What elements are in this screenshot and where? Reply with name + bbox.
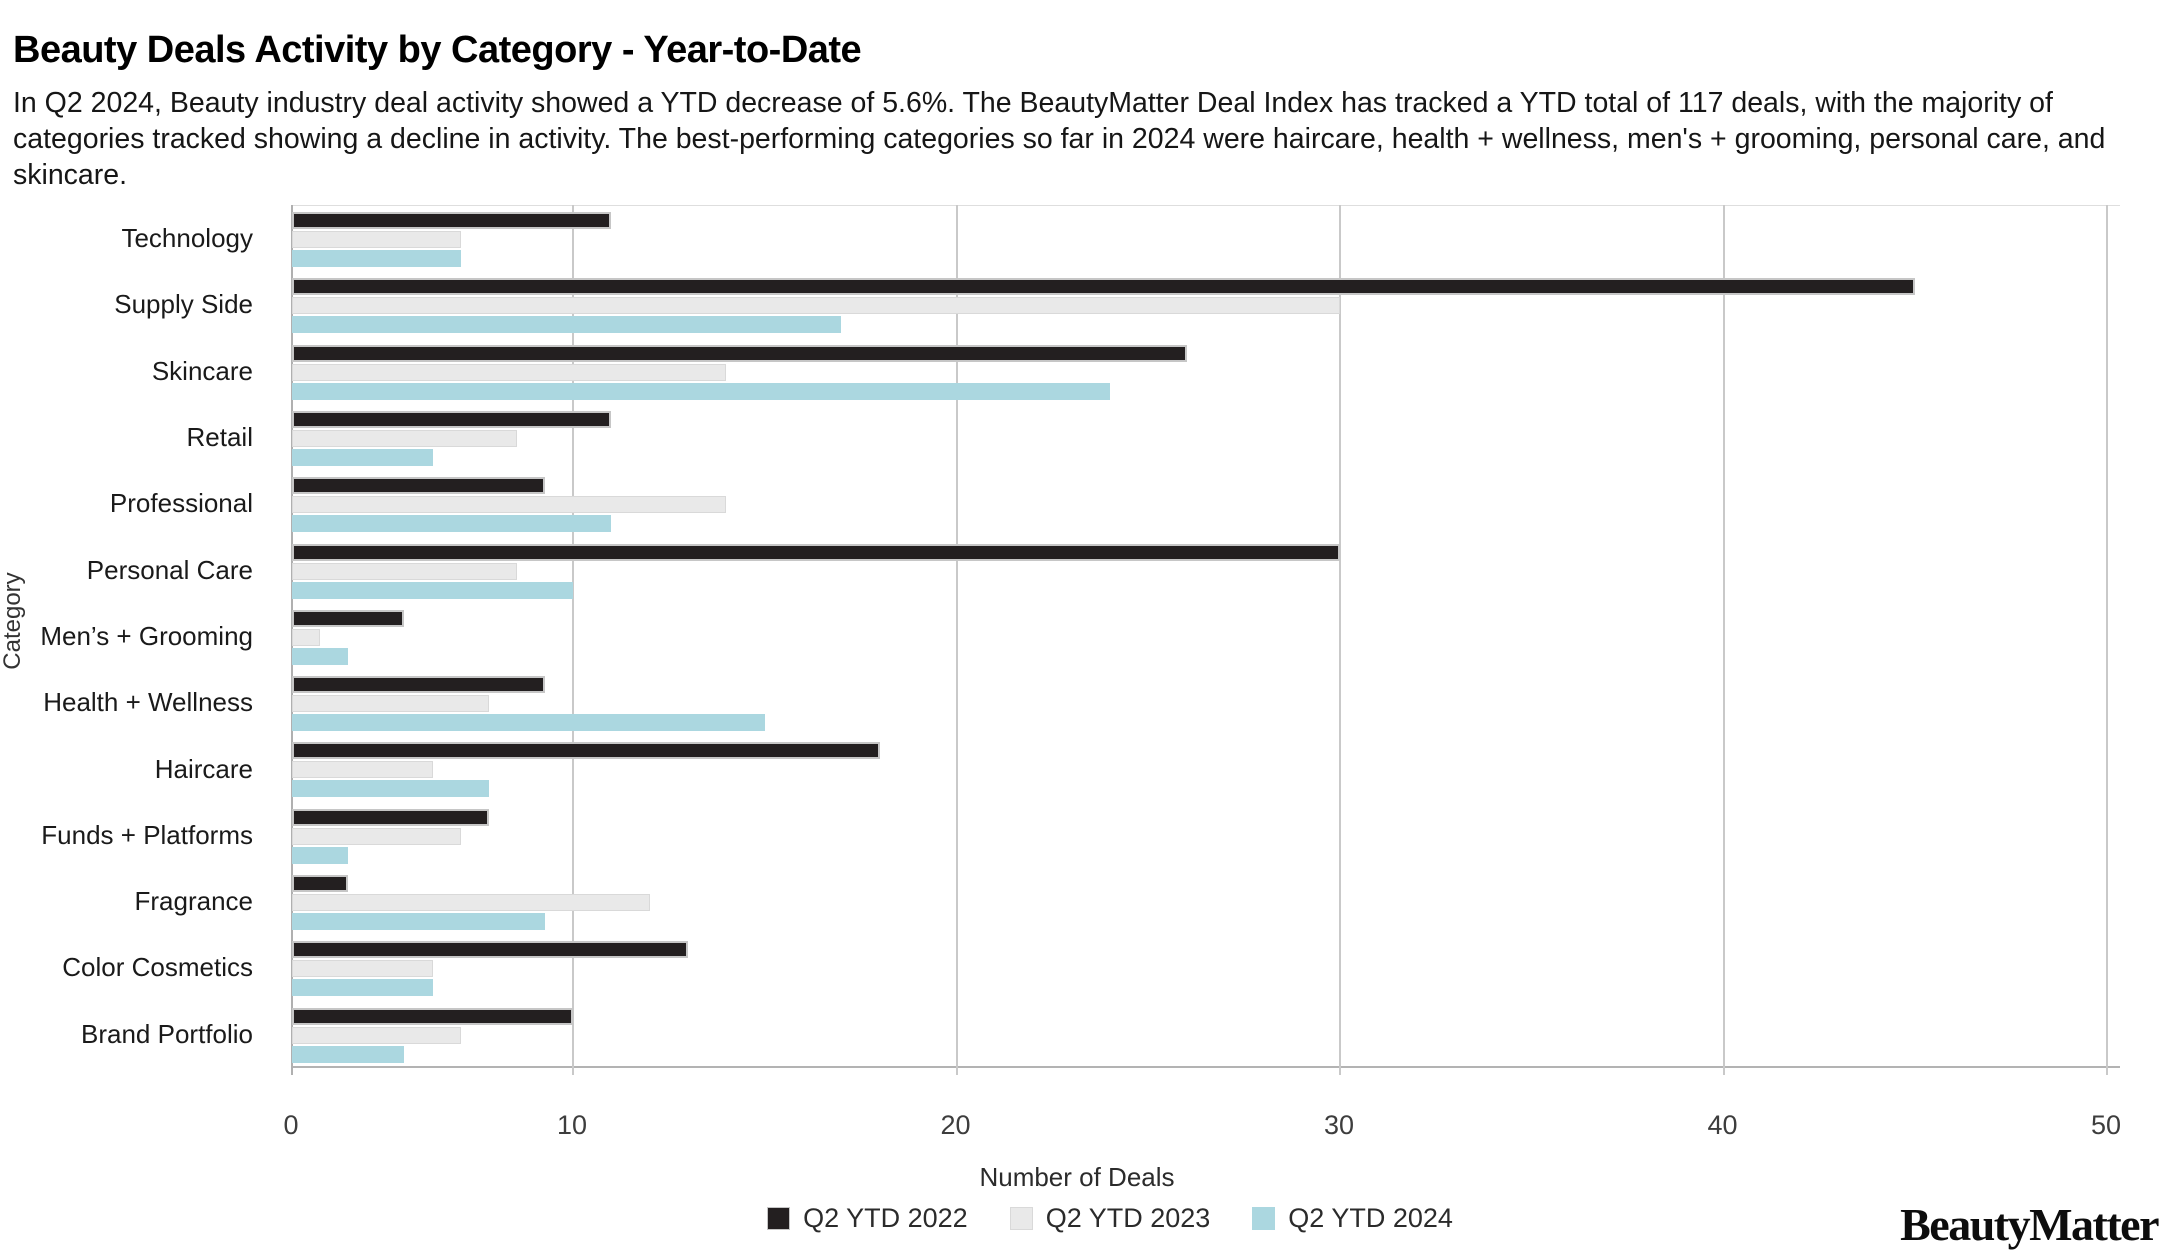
bar-q2-ytd-2024 [292,515,612,533]
category-label: Supply Side [114,289,253,320]
bar-q2-ytd-2023 [292,827,461,845]
legend-swatch [1009,1207,1033,1230]
bar-q2-ytd-2022 [292,212,612,229]
legend: Q2 YTD 2022 Q2 YTD 2023 Q2 YTD 2024 [0,1203,2166,1234]
bar-q2-ytd-2024 [292,846,349,864]
bar-q2-ytd-2022 [292,742,880,760]
legend-label: Q2 YTD 2023 [1045,1203,1211,1233]
legend-swatch [1252,1207,1276,1230]
bar-q2-ytd-2022 [292,278,1916,296]
bar-q2-ytd-2024 [292,581,573,599]
legend-item: Q2 YTD 2022 [767,1203,968,1234]
gridline-20 [955,205,958,1075]
x-tick-label: 10 [556,1110,588,1140]
category-label: Personal Care [86,554,253,585]
x-tick-label: 30 [1323,1110,1355,1140]
bar-q2-ytd-2024 [292,316,842,334]
category-label: Fragrance [134,886,254,917]
bar-q2-ytd-2022 [292,609,405,627]
category-label: Men’s + Grooming [40,620,253,651]
bar-q2-ytd-2023 [292,894,650,911]
x-tick-label: 50 [2090,1110,2122,1140]
bar-q2-ytd-2023 [292,363,727,381]
legend-label: Q2 YTD 2024 [1288,1203,1453,1233]
beautymatter-logo: BeautyMatter [1900,1199,2159,1250]
x-axis-title: Number of Deals [979,1162,1175,1192]
bar-q2-ytd-2024 [292,913,545,930]
y-axis-title: Category [0,572,26,670]
bar-q2-ytd-2023 [292,761,433,779]
category-label: Brand Portfolio [81,1018,253,1049]
bar-q2-ytd-2023 [292,429,517,447]
gridline-50 [2106,205,2108,1075]
legend-swatch [767,1207,791,1230]
bar-q2-ytd-2022 [292,875,349,892]
bar-q2-ytd-2023 [292,231,461,248]
category-label: Skincare [151,355,253,386]
gridline-40 [1722,205,1725,1075]
bar-q2-ytd-2022 [292,808,489,826]
bar-q2-ytd-2023 [292,695,489,713]
bar-q2-ytd-2023 [292,960,433,978]
bar-q2-ytd-2022 [292,344,1187,362]
x-tick-label: 0 [283,1110,299,1140]
x-tick-label: 20 [940,1110,971,1140]
category-label: Health + Wellness [43,687,253,718]
category-label: Color Cosmetics [62,952,253,983]
bar-q2-ytd-2023 [292,297,1340,315]
category-label: Retail [186,422,253,453]
x-axis-line [291,1066,2120,1068]
plot-top-border [291,205,2120,206]
page-subtitle: In Q2 2024, Beauty industry deal activit… [13,86,2106,191]
page-title: Beauty Deals Activity by Category - Year… [13,29,862,72]
bar-q2-ytd-2024 [292,382,1110,400]
gridline-30 [1339,205,1341,1075]
category-label: Haircare [154,753,253,784]
legend-item: Q2 YTD 2023 [1009,1203,1211,1234]
bar-q2-ytd-2023 [292,1026,461,1044]
bar-q2-ytd-2022 [292,410,612,428]
bar-q2-ytd-2024 [292,647,349,665]
bar-q2-ytd-2024 [292,448,433,466]
bar-q2-ytd-2022 [292,676,545,694]
category-label: Professional [109,488,253,519]
bar-q2-ytd-2024 [292,714,765,732]
legend-label: Q2 YTD 2022 [803,1203,968,1233]
category-label: Technology [121,223,253,254]
bar-q2-ytd-2024 [292,979,433,997]
bar-q2-ytd-2022 [292,1007,573,1025]
bar-q2-ytd-2022 [292,941,689,959]
bar-q2-ytd-2023 [292,628,321,646]
bar-q2-ytd-2023 [292,496,727,514]
gridline-10 [572,205,574,1075]
bar-q2-ytd-2022 [292,543,1340,561]
bar-q2-ytd-2024 [292,250,461,267]
bar-q2-ytd-2024 [292,1045,405,1063]
category-label: Funds + Platforms [41,819,253,850]
x-tick-label: 40 [1707,1110,1738,1140]
bar-q2-ytd-2024 [292,780,489,798]
legend-item: Q2 YTD 2024 [1252,1203,1453,1234]
bar-q2-ytd-2023 [292,562,517,580]
bar-q2-ytd-2022 [292,477,545,495]
